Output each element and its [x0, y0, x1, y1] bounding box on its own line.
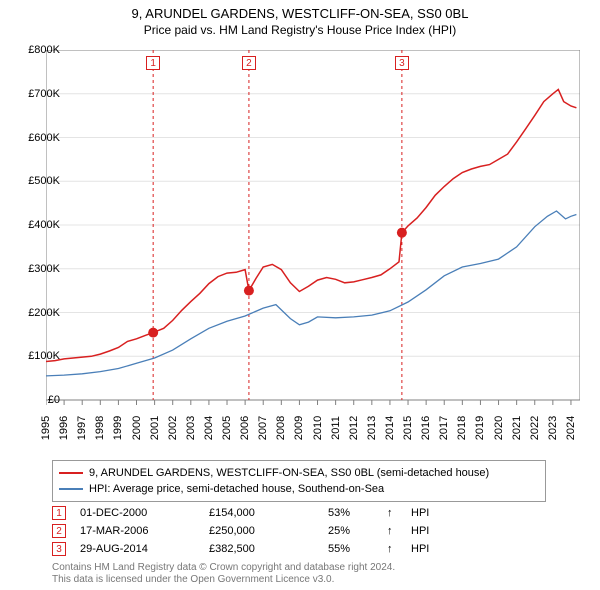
y-axis-tick-label: £700K [10, 88, 60, 100]
event-marker-3-icon: 3 [52, 542, 66, 556]
event-price: £154,000 [209, 505, 314, 521]
legend-swatch-property [59, 472, 83, 474]
chart-plot [46, 50, 580, 420]
chart-title-line2: Price paid vs. HM Land Registry's House … [0, 21, 600, 37]
x-axis-tick-label: 1999 [112, 416, 124, 440]
event-row: 3 29-AUG-2014 £382,500 55% ↑ HPI [52, 541, 546, 557]
x-axis-tick-label: 2009 [293, 416, 305, 440]
x-axis-tick-label: 2024 [565, 416, 577, 440]
x-axis-tick-label: 2016 [420, 416, 432, 440]
event-price: £250,000 [209, 523, 314, 539]
event-suffix: HPI [411, 523, 429, 539]
event-suffix: HPI [411, 505, 429, 521]
x-axis-tick-label: 2002 [167, 416, 179, 440]
event-marker-box-icon: 2 [242, 56, 256, 70]
x-axis-tick-label: 2014 [384, 416, 396, 440]
x-axis-tick-label: 1998 [94, 416, 106, 440]
y-axis-tick-label: £300K [10, 263, 60, 275]
x-axis-tick-label: 1995 [40, 416, 52, 440]
x-axis-tick-label: 2019 [474, 416, 486, 440]
footnote-line2: This data is licensed under the Open Gov… [52, 574, 395, 586]
up-arrow-icon: ↑ [387, 541, 397, 557]
y-axis-tick-label: £0 [10, 394, 60, 406]
x-axis-tick-label: 2004 [203, 416, 215, 440]
footnote: Contains HM Land Registry data © Crown c… [52, 562, 395, 586]
y-axis-tick-label: £600K [10, 132, 60, 144]
x-axis-tick-label: 2017 [438, 416, 450, 440]
event-pct: 55% [328, 541, 373, 557]
x-axis-tick-label: 2011 [330, 416, 342, 440]
y-axis-tick-label: £200K [10, 307, 60, 319]
legend-item-property: 9, ARUNDEL GARDENS, WESTCLIFF-ON-SEA, SS… [59, 465, 539, 481]
x-axis-tick-label: 2021 [511, 416, 523, 440]
legend-swatch-hpi [59, 488, 83, 490]
x-axis-tick-label: 2023 [547, 416, 559, 440]
legend-label-hpi: HPI: Average price, semi-detached house,… [89, 481, 384, 497]
event-row: 2 17-MAR-2006 £250,000 25% ↑ HPI [52, 523, 546, 539]
y-axis-tick-label: £100K [10, 350, 60, 362]
x-axis-tick-label: 1996 [58, 416, 70, 440]
legend-box: 9, ARUNDEL GARDENS, WESTCLIFF-ON-SEA, SS… [52, 460, 546, 502]
footnote-line1: Contains HM Land Registry data © Crown c… [52, 562, 395, 574]
x-axis-tick-label: 2001 [149, 416, 161, 440]
x-axis-tick-label: 2000 [131, 416, 143, 440]
event-date: 17-MAR-2006 [80, 523, 195, 539]
event-marker-box-icon: 3 [395, 56, 409, 70]
x-axis-tick-label: 2010 [312, 416, 324, 440]
legend-item-hpi: HPI: Average price, semi-detached house,… [59, 481, 539, 497]
x-axis-tick-label: 2006 [239, 416, 251, 440]
event-price: £382,500 [209, 541, 314, 557]
y-axis-tick-label: £800K [10, 44, 60, 56]
event-marker-1-icon: 1 [52, 506, 66, 520]
x-axis-tick-label: 2012 [348, 416, 360, 440]
x-axis-tick-label: 2020 [493, 416, 505, 440]
x-axis-tick-label: 2018 [456, 416, 468, 440]
event-marker-2-icon: 2 [52, 524, 66, 538]
x-axis-tick-label: 2022 [529, 416, 541, 440]
event-pct: 25% [328, 523, 373, 539]
up-arrow-icon: ↑ [387, 505, 397, 521]
event-marker-box-icon: 1 [146, 56, 160, 70]
up-arrow-icon: ↑ [387, 523, 397, 539]
x-axis-tick-label: 2003 [185, 416, 197, 440]
event-table: 1 01-DEC-2000 £154,000 53% ↑ HPI 2 17-MA… [52, 503, 546, 559]
x-axis-tick-label: 2015 [402, 416, 414, 440]
y-axis-tick-label: £500K [10, 175, 60, 187]
x-axis-tick-label: 2013 [366, 416, 378, 440]
x-axis-tick-label: 2007 [257, 416, 269, 440]
x-axis-tick-label: 2005 [221, 416, 233, 440]
event-suffix: HPI [411, 541, 429, 557]
event-pct: 53% [328, 505, 373, 521]
event-date: 01-DEC-2000 [80, 505, 195, 521]
x-axis-tick-label: 2008 [275, 416, 287, 440]
chart-title-line1: 9, ARUNDEL GARDENS, WESTCLIFF-ON-SEA, SS… [0, 0, 600, 21]
legend-label-property: 9, ARUNDEL GARDENS, WESTCLIFF-ON-SEA, SS… [89, 465, 489, 481]
event-row: 1 01-DEC-2000 £154,000 53% ↑ HPI [52, 505, 546, 521]
y-axis-tick-label: £400K [10, 219, 60, 231]
event-date: 29-AUG-2014 [80, 541, 195, 557]
x-axis-tick-label: 1997 [76, 416, 88, 440]
